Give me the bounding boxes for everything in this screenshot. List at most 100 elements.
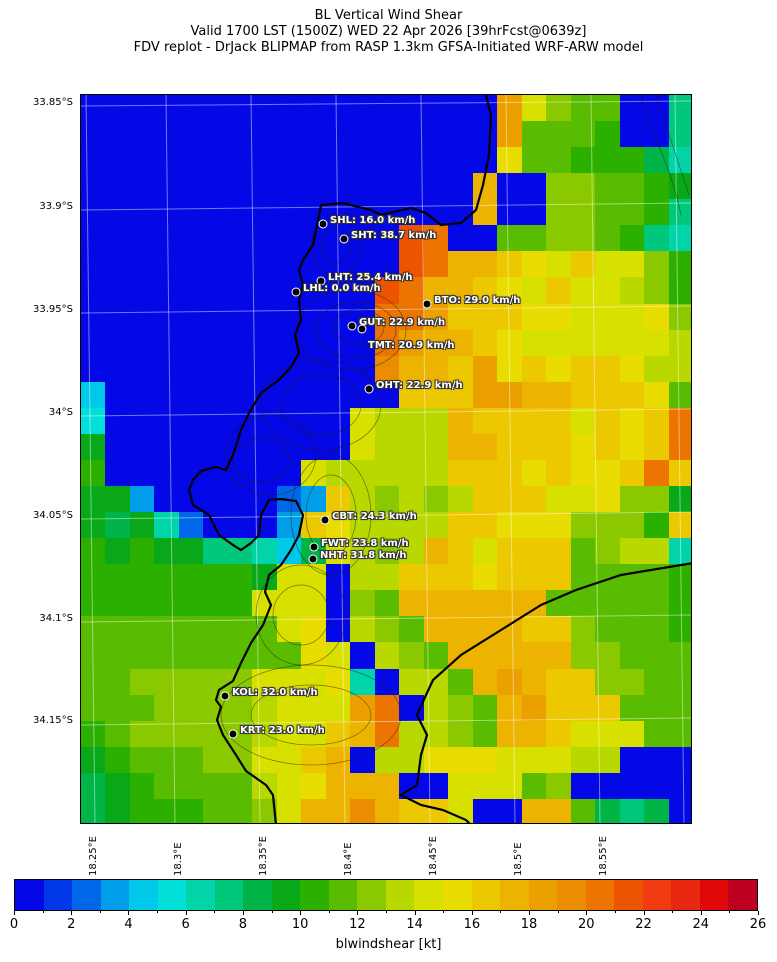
heatmap-cell bbox=[546, 147, 571, 174]
heatmap-cell bbox=[154, 329, 179, 356]
colorbar-swatch bbox=[642, 880, 672, 910]
station-marker-icon[interactable] bbox=[320, 515, 330, 525]
heatmap-cell bbox=[546, 355, 571, 382]
station-marker-icon[interactable] bbox=[291, 287, 301, 297]
heatmap-cell bbox=[374, 277, 400, 304]
colorbar-tick bbox=[529, 911, 531, 915]
heatmap-cell bbox=[644, 95, 669, 122]
heatmap-cell bbox=[619, 720, 645, 747]
heatmap-cell bbox=[644, 407, 669, 434]
heatmap-cell bbox=[668, 590, 691, 617]
heatmap-cell bbox=[301, 121, 326, 148]
heatmap-cell bbox=[203, 381, 228, 408]
heatmap-cell bbox=[448, 173, 473, 200]
heatmap-cell bbox=[178, 329, 204, 356]
heatmap-cell bbox=[325, 486, 351, 513]
station-marker-icon[interactable] bbox=[309, 542, 319, 552]
heatmap-cell bbox=[178, 303, 204, 330]
heatmap-cell bbox=[374, 642, 400, 669]
station-marker-icon[interactable] bbox=[220, 691, 230, 701]
heatmap-cell bbox=[497, 433, 522, 460]
station-marker-icon[interactable] bbox=[347, 321, 357, 331]
heatmap-cell bbox=[203, 251, 228, 278]
station-marker-icon[interactable] bbox=[339, 234, 349, 244]
colorbar-tick bbox=[214, 911, 216, 913]
heatmap-cell bbox=[497, 668, 522, 695]
heatmap-cell bbox=[129, 798, 155, 823]
heatmap-cell bbox=[350, 746, 375, 773]
heatmap-cell bbox=[81, 329, 106, 356]
heatmap-cell bbox=[644, 668, 669, 695]
heatmap-cell bbox=[619, 147, 645, 174]
map-plot-area[interactable] bbox=[80, 94, 692, 824]
heatmap-cell bbox=[472, 225, 498, 252]
heatmap-cell bbox=[276, 121, 302, 148]
colorbar-tick bbox=[128, 911, 130, 915]
heatmap-cell bbox=[644, 642, 669, 669]
heatmap-cell bbox=[203, 225, 228, 252]
colorbar-tick bbox=[443, 911, 445, 913]
heatmap-cell bbox=[619, 199, 645, 226]
station-marker-icon[interactable] bbox=[316, 276, 326, 286]
heatmap-cell bbox=[203, 147, 228, 174]
heatmap-cell bbox=[399, 381, 424, 408]
station-marker-icon[interactable] bbox=[364, 384, 374, 394]
heatmap-cell bbox=[423, 720, 449, 747]
station-marker-icon[interactable] bbox=[318, 219, 328, 229]
heatmap-cell bbox=[252, 251, 277, 278]
heatmap-cell bbox=[644, 616, 669, 643]
heatmap-cell bbox=[521, 199, 547, 226]
heatmap-cell bbox=[129, 720, 155, 747]
colorbar-swatch bbox=[214, 880, 244, 910]
heatmap-cell bbox=[570, 512, 596, 539]
colorbar-tick-label: 26 bbox=[749, 917, 767, 932]
heatmap-cell bbox=[423, 590, 449, 617]
heatmap-cell bbox=[668, 616, 691, 643]
x-tick-label: 18.4°E bbox=[343, 842, 354, 876]
heatmap-cell bbox=[521, 95, 547, 122]
heatmap-cell bbox=[399, 355, 424, 382]
heatmap-cell bbox=[81, 512, 106, 539]
heatmap-cell bbox=[154, 433, 179, 460]
heatmap-cell bbox=[595, 433, 620, 460]
heatmap-cell bbox=[472, 407, 498, 434]
heatmap-cell bbox=[497, 486, 522, 513]
station-marker-icon[interactable] bbox=[228, 729, 238, 739]
heatmap-cell bbox=[276, 199, 302, 226]
heatmap-cell bbox=[252, 199, 277, 226]
colorbar-tick bbox=[557, 911, 559, 913]
station-marker-icon[interactable] bbox=[357, 324, 367, 334]
heatmap-cell bbox=[497, 512, 522, 539]
heatmap-cell bbox=[423, 459, 449, 487]
heatmap-cell bbox=[325, 251, 351, 278]
colorbar-tick bbox=[643, 911, 645, 915]
heatmap-cell bbox=[81, 433, 106, 460]
heatmap-cell bbox=[203, 95, 228, 122]
station-marker-icon[interactable] bbox=[422, 299, 432, 309]
station-marker-icon[interactable] bbox=[308, 554, 318, 564]
heatmap-cell bbox=[570, 746, 596, 773]
heatmap-cell bbox=[423, 694, 449, 721]
heatmap-cell bbox=[448, 199, 473, 226]
heatmap-cell bbox=[644, 746, 669, 773]
heatmap-cell bbox=[668, 694, 691, 721]
heatmap-cell bbox=[570, 642, 596, 669]
heatmap-cell bbox=[595, 225, 620, 252]
heatmap-cell bbox=[252, 173, 277, 200]
heatmap-cell bbox=[595, 95, 620, 122]
colorbar-tick bbox=[729, 911, 731, 913]
heatmap-cell bbox=[154, 199, 179, 226]
heatmap-cell bbox=[252, 95, 277, 122]
heatmap-cell bbox=[105, 251, 130, 278]
heatmap-cell bbox=[570, 616, 596, 643]
colorbar-swatch bbox=[43, 880, 73, 910]
heatmap-cell bbox=[129, 433, 155, 460]
heatmap-cell bbox=[448, 303, 473, 330]
heatmap-cell bbox=[668, 303, 691, 330]
heatmap-cell bbox=[252, 303, 277, 330]
heatmap-cell bbox=[644, 303, 669, 330]
heatmap-cell bbox=[619, 329, 645, 356]
heatmap-cell bbox=[521, 407, 547, 434]
heatmap-cell bbox=[178, 564, 204, 591]
heatmap-cell bbox=[399, 95, 424, 122]
